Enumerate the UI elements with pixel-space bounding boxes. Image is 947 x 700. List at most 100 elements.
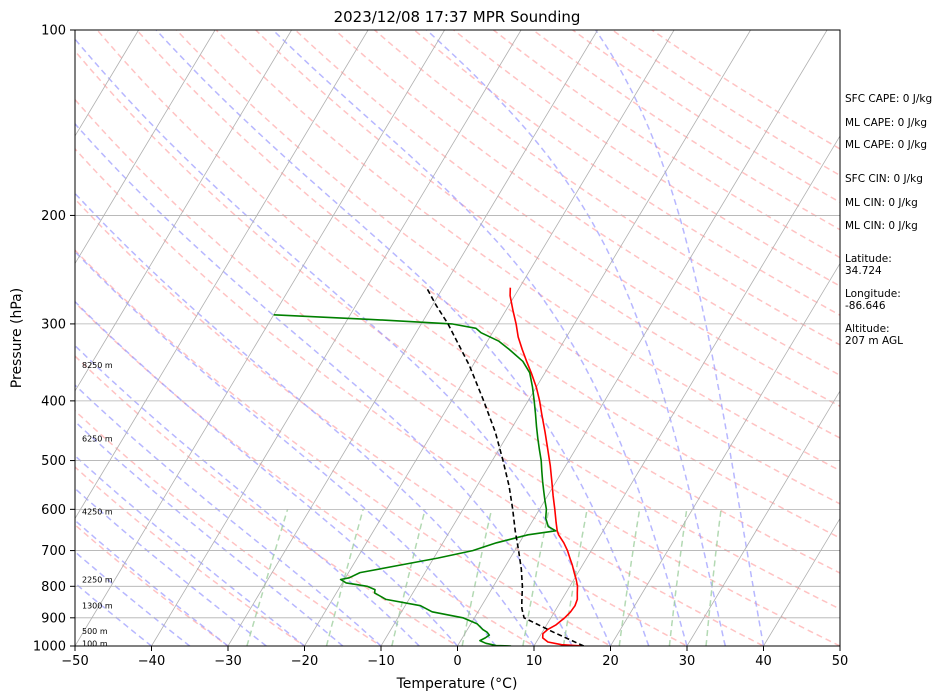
isotherm-line bbox=[763, 517, 840, 646]
sfc-cape-text: SFC CAPE: 0 J/kg bbox=[845, 93, 932, 105]
sfc-cin-text: SFC CIN: 0 J/kg bbox=[845, 173, 923, 185]
ml-cape-text-1: ML CAPE: 0 J/kg bbox=[845, 117, 927, 129]
y-tick-label: 600 bbox=[41, 503, 66, 518]
height-label: 2250 m bbox=[82, 576, 113, 585]
height-label: 1300 m bbox=[82, 602, 113, 611]
height-labels: 8250 m 6250 m 4250 m 2250 m 1300 m 500 m 100 m bbox=[82, 361, 113, 648]
moist-adiabat bbox=[75, 122, 573, 646]
moist-adiabat bbox=[75, 37, 612, 646]
dry-adiabat bbox=[215, 30, 840, 472]
dry-adiabat bbox=[75, 523, 230, 646]
y-tick-label: 200 bbox=[41, 209, 66, 224]
indices-panel: SFC CAPE: 0 J/kg ML CAPE: 0 J/kg ML CAPE… bbox=[845, 93, 932, 347]
dry-adiabat bbox=[75, 354, 459, 646]
isotherm-line bbox=[75, 30, 139, 137]
height-label: 4250 m bbox=[82, 508, 113, 517]
latitude-label: Latitude: bbox=[845, 253, 892, 265]
dry-adiabat bbox=[75, 249, 613, 646]
chart-title: 2023/12/08 17:37 MPR Sounding bbox=[334, 8, 581, 26]
isotherm-line bbox=[151, 30, 522, 646]
x-axis-label: Temperature (°C) bbox=[396, 676, 518, 692]
moist-adiabat bbox=[75, 454, 305, 646]
isotherm-line bbox=[75, 30, 216, 265]
y-axis-label: Pressure (hPa) bbox=[9, 288, 25, 388]
isotherm-line bbox=[227, 30, 598, 646]
height-label: 8250 m bbox=[82, 361, 113, 370]
longitude-value: -86.646 bbox=[845, 300, 886, 312]
isotherm-line bbox=[610, 262, 840, 646]
y-tick-label: 700 bbox=[41, 544, 66, 559]
moist-adiabat bbox=[155, 30, 650, 646]
mixing-ratio-line bbox=[461, 509, 493, 646]
isotherm-line bbox=[686, 390, 840, 646]
moist-adiabat bbox=[75, 344, 420, 646]
mixing-ratio-line bbox=[391, 509, 426, 646]
x-tick-label: 10 bbox=[526, 654, 543, 669]
isotherm-line bbox=[457, 30, 828, 646]
longitude-label: Longitude: bbox=[845, 288, 901, 300]
ml-cin-text-2: ML CIN: 0 J/kg bbox=[845, 220, 918, 232]
altitude-label: Altitude: bbox=[845, 323, 890, 335]
y-tick-label: 500 bbox=[41, 454, 66, 469]
isotherm-line bbox=[380, 30, 751, 646]
background-lines bbox=[75, 30, 840, 646]
dry-adiabat bbox=[254, 30, 840, 439]
grid-lines bbox=[75, 30, 840, 646]
mixing-ratio-line bbox=[668, 509, 688, 646]
mixing-ratio-line bbox=[705, 509, 722, 646]
dry-adiabat bbox=[75, 98, 840, 646]
x-tick-label: 20 bbox=[602, 654, 619, 669]
altitude-value: 207 m AGL bbox=[845, 335, 903, 347]
series-lines bbox=[273, 287, 585, 646]
isotherm-line bbox=[75, 30, 292, 392]
x-axis: −50 −40 −30 −20 −10 0 10 20 30 40 50 bbox=[61, 646, 848, 669]
moist-adiabat bbox=[75, 420, 344, 646]
isotherm-line bbox=[304, 30, 675, 646]
dry-adiabat bbox=[333, 30, 840, 377]
latitude-value: 34.724 bbox=[845, 265, 882, 277]
dewpoint-line bbox=[273, 314, 557, 646]
y-tick-label: 900 bbox=[41, 611, 66, 626]
moist-adiabat bbox=[426, 30, 727, 646]
dry-adiabat bbox=[452, 30, 840, 287]
x-tick-label: −20 bbox=[291, 654, 318, 669]
x-tick-label: −30 bbox=[214, 654, 241, 669]
dry-adiabat bbox=[75, 197, 689, 646]
dry-adiabat bbox=[175, 30, 840, 505]
dry-adiabat bbox=[75, 49, 840, 610]
x-tick-label: −40 bbox=[138, 654, 165, 669]
y-tick-label: 400 bbox=[41, 394, 66, 409]
x-tick-label: −50 bbox=[61, 654, 88, 669]
y-tick-label: 800 bbox=[41, 580, 66, 595]
isotherm-line bbox=[75, 30, 369, 520]
ml-cape-text-2: ML CAPE: 0 J/kg bbox=[845, 139, 927, 151]
dry-adiabat bbox=[75, 147, 766, 646]
dry-adiabat bbox=[96, 30, 840, 574]
moist-adiabat bbox=[75, 250, 497, 646]
x-tick-label: 0 bbox=[453, 654, 461, 669]
moist-adiabat bbox=[75, 384, 382, 646]
dry-adiabat bbox=[135, 30, 840, 539]
parcel-profile-line bbox=[426, 288, 585, 646]
moist-adiabat bbox=[594, 30, 765, 646]
y-tick-label: 100 bbox=[41, 24, 66, 39]
y-tick-label: 1000 bbox=[33, 640, 66, 655]
dry-adiabat bbox=[373, 30, 840, 346]
y-tick-label: 300 bbox=[41, 317, 66, 332]
x-tick-label: 50 bbox=[832, 654, 849, 669]
isotherm-line bbox=[75, 30, 445, 646]
height-label: 500 m bbox=[82, 627, 108, 636]
height-label: 6250 m bbox=[82, 434, 113, 443]
isotherm-line bbox=[533, 135, 840, 646]
moist-adiabat bbox=[75, 487, 267, 646]
moist-adiabat bbox=[75, 192, 535, 646]
x-tick-label: 40 bbox=[755, 654, 772, 669]
y-axis: 100 200 300 400 500 600 700 800 900 1000 bbox=[33, 24, 75, 655]
moist-adiabat bbox=[75, 519, 229, 646]
temperature-line bbox=[509, 287, 584, 646]
height-label: 100 m bbox=[82, 639, 108, 648]
x-tick-label: 30 bbox=[679, 654, 696, 669]
x-tick-label: −10 bbox=[367, 654, 394, 669]
ml-cin-text-1: ML CIN: 0 J/kg bbox=[845, 197, 918, 209]
